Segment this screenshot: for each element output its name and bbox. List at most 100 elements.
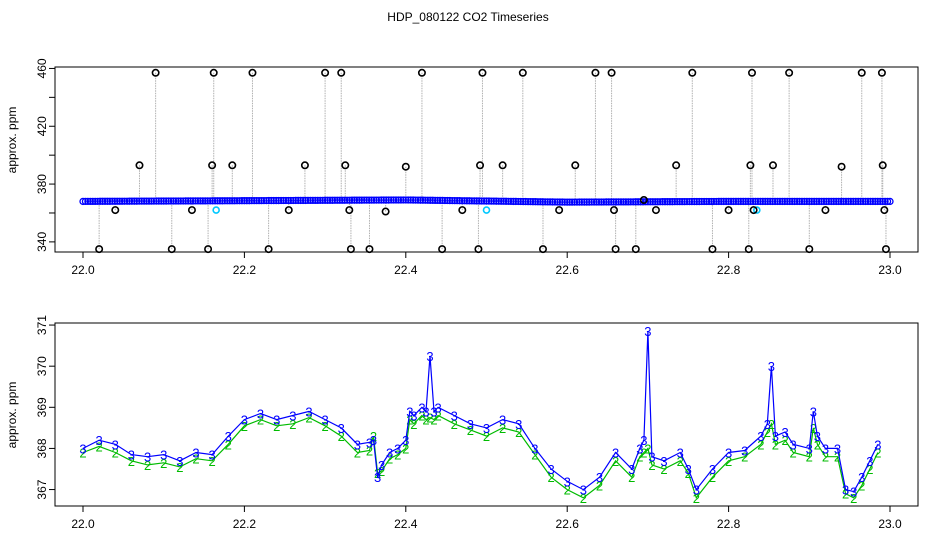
outlier-point [167, 245, 176, 254]
series-marker-2: 2 [628, 470, 635, 485]
baseline-point [125, 197, 134, 205]
baseline-point [84, 197, 92, 206]
outlier-point [300, 161, 309, 170]
y-tick-label: 371 [35, 315, 49, 335]
baseline-point [341, 196, 349, 204]
outlier-point [631, 245, 640, 254]
baseline-point [766, 197, 774, 206]
baseline-point [658, 198, 667, 206]
baseline-point [133, 197, 141, 205]
baseline-point [568, 198, 576, 206]
baseline-point [218, 197, 227, 205]
baseline-point [837, 197, 845, 206]
baseline-point [668, 198, 677, 206]
baseline-point [238, 197, 246, 205]
series-marker-2: 2 [451, 417, 458, 432]
series-marker-3: 3 [858, 470, 865, 485]
series-marker-3: 3 [96, 433, 103, 448]
y-tick-label: 460 [35, 58, 49, 78]
baseline-point [164, 197, 173, 205]
baseline-point [822, 197, 831, 206]
baseline-point [541, 198, 549, 206]
baseline-point [759, 197, 767, 206]
x-tick-label: 23.0 [878, 263, 902, 277]
series-marker-3: 3 [806, 441, 813, 456]
baseline-point [252, 196, 261, 205]
outlier-point [478, 68, 487, 77]
plot-frame [54, 66, 919, 253]
outlier-point [365, 245, 374, 254]
baseline-point [216, 197, 224, 205]
baseline-point [695, 197, 703, 206]
baseline-point [409, 196, 417, 204]
outlier-point [498, 161, 507, 170]
series-marker-3: 3 [709, 462, 716, 477]
outlier-point [209, 68, 218, 77]
series-marker-2: 2 [160, 456, 167, 471]
series-marker-2: 2 [192, 452, 199, 467]
baseline-point [118, 197, 126, 205]
series-marker-2: 2 [640, 446, 647, 461]
baseline-point [754, 197, 762, 206]
outlier-point [228, 161, 237, 170]
x-tick-label: 22.4 [394, 517, 418, 531]
series-marker-3: 3 [499, 413, 506, 428]
outlier-point [749, 206, 758, 215]
series-marker-2: 2 [483, 429, 490, 444]
baseline-point [499, 197, 508, 205]
baseline-point [235, 197, 244, 205]
outlier-point [688, 68, 697, 77]
outlier-point [880, 206, 889, 215]
baseline-point [199, 197, 207, 205]
series-marker-2: 2 [648, 458, 655, 473]
baseline-point [370, 196, 378, 204]
series-marker-2: 2 [305, 411, 312, 426]
series-marker-2: 2 [790, 446, 797, 461]
baseline-point [169, 197, 178, 205]
figure-title: HDP_080122 CO2 Timeseries [387, 10, 548, 24]
baseline-point [248, 197, 256, 205]
series-marker-2: 2 [321, 419, 328, 434]
baseline-point [509, 197, 518, 206]
series-marker-3: 3 [874, 437, 881, 452]
outlier-point [135, 161, 144, 170]
outlier-point [417, 68, 426, 77]
baseline-point [580, 198, 588, 206]
series-marker-3: 3 [810, 404, 817, 419]
baseline-point [810, 197, 818, 206]
series-marker-3: 3 [128, 448, 135, 463]
baseline-point [81, 197, 90, 206]
y-axis-label: approx. ppm [5, 107, 19, 174]
baseline-point [776, 197, 784, 206]
series-marker-2: 2 [430, 413, 437, 428]
outlier-point [785, 68, 794, 77]
baseline-point [326, 196, 334, 204]
baseline-point [360, 196, 368, 204]
baseline-point [279, 196, 288, 205]
baseline-point [592, 198, 601, 206]
baseline-point [355, 196, 363, 204]
series-marker-2: 2 [644, 441, 651, 456]
series-marker-2: 2 [499, 421, 506, 436]
baseline-point [561, 198, 569, 206]
baseline-point [683, 197, 691, 206]
baseline-point [702, 197, 711, 206]
baseline-point [768, 197, 777, 206]
baseline-point [426, 196, 434, 204]
baseline-point [265, 196, 273, 205]
series-marker-3: 3 [580, 483, 587, 498]
baseline-point [883, 197, 892, 206]
baseline-point [817, 197, 826, 206]
series-marker-3: 3 [628, 462, 635, 477]
baseline-point [519, 197, 527, 206]
x-tick-label: 22.6 [556, 517, 580, 531]
baseline-point [595, 198, 603, 206]
series-marker-2: 2 [144, 458, 151, 473]
series-marker-2: 2 [772, 437, 779, 452]
baseline-point [678, 197, 686, 206]
series-marker-3: 3 [430, 404, 437, 419]
series-marker-2: 2 [434, 409, 441, 424]
series-marker-3: 3 [394, 441, 401, 456]
baseline-point [455, 197, 464, 205]
baseline-point [345, 196, 354, 204]
